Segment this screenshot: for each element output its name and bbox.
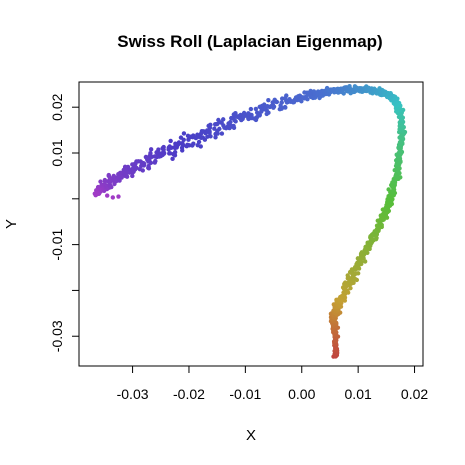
data-point — [356, 271, 360, 275]
y-tick-label: 0.01 — [49, 139, 65, 166]
data-point — [170, 157, 174, 161]
data-points — [93, 84, 408, 359]
data-point — [173, 141, 177, 145]
chart-title: Swiss Roll (Laplacian Eigenmap) — [117, 32, 382, 51]
data-point — [246, 117, 250, 121]
y-axis: -0.03 -0.01 0.01 0.02 — [49, 93, 79, 352]
y-tick-label: 0.02 — [49, 93, 65, 120]
data-point — [147, 166, 151, 170]
x-tick-label: 0.01 — [345, 386, 372, 402]
data-point — [302, 90, 306, 94]
data-point — [105, 193, 109, 197]
data-point — [179, 135, 183, 139]
data-point — [130, 162, 134, 166]
data-point — [180, 148, 184, 152]
data-point — [186, 138, 190, 142]
data-point — [186, 134, 190, 138]
x-tick-label: -0.01 — [229, 386, 261, 402]
data-point — [166, 147, 170, 151]
x-tick-label: -0.03 — [117, 386, 149, 402]
data-point — [355, 278, 359, 282]
data-point — [278, 107, 282, 111]
data-point — [258, 105, 262, 109]
y-tick-label: -0.01 — [49, 228, 65, 260]
data-point — [111, 195, 115, 199]
x-tick-label: 0.02 — [401, 386, 428, 402]
data-point — [116, 194, 120, 198]
x-tick-label: 0.00 — [288, 386, 315, 402]
data-point — [93, 193, 97, 197]
plot-frame — [79, 82, 423, 366]
data-point — [213, 135, 217, 139]
data-point — [255, 110, 259, 114]
y-tick-label: -0.03 — [49, 320, 65, 352]
data-point — [280, 96, 284, 100]
data-point — [285, 100, 289, 104]
y-axis-label: Y — [3, 219, 20, 229]
data-point — [167, 151, 171, 155]
data-point — [145, 157, 149, 161]
data-point — [265, 112, 269, 116]
data-point — [220, 131, 224, 135]
data-point — [153, 160, 157, 164]
data-point — [168, 139, 172, 143]
data-point — [182, 131, 186, 135]
x-axis: -0.03 -0.02 -0.01 0.00 0.01 0.02 — [117, 366, 429, 402]
data-point — [196, 143, 200, 147]
data-point — [249, 107, 253, 111]
data-point — [386, 187, 390, 191]
data-point — [130, 174, 134, 178]
x-tick-label: -0.02 — [173, 386, 205, 402]
data-point — [266, 98, 270, 102]
data-point — [213, 122, 217, 126]
data-point — [229, 116, 233, 120]
data-point — [212, 127, 216, 131]
data-point — [149, 147, 153, 151]
x-axis-label: X — [246, 427, 256, 444]
